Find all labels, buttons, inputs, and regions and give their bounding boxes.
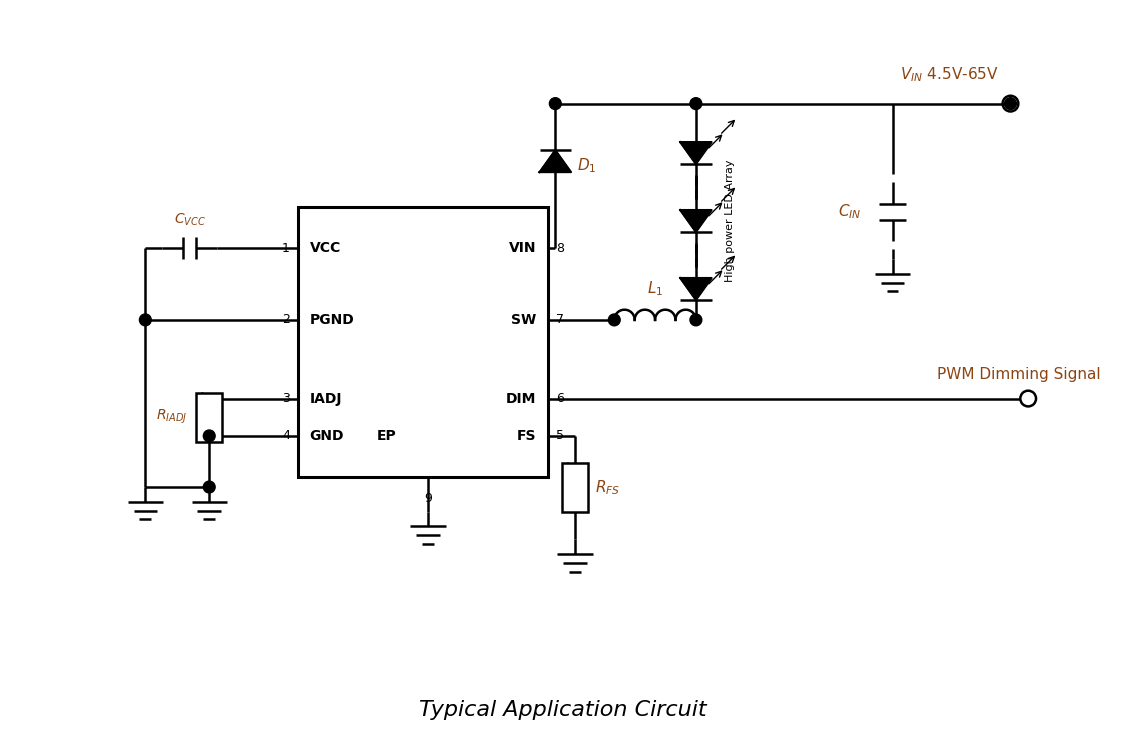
Text: 3: 3 [282,392,290,405]
Bar [196,393,222,442]
Polygon shape [680,142,712,164]
Circle shape [608,314,621,326]
Bar [563,463,588,512]
Text: VCC: VCC [309,241,341,255]
Text: GND: GND [309,429,345,443]
Text: 8: 8 [557,242,565,254]
Circle shape [203,430,216,442]
Text: EP: EP [377,429,396,443]
Circle shape [1004,97,1017,109]
Text: DIM: DIM [507,391,536,405]
Text: $L_1$: $L_1$ [647,280,663,298]
Text: IADJ: IADJ [309,391,342,405]
Text: FS: FS [517,429,536,443]
Polygon shape [540,150,570,172]
Polygon shape [680,278,712,300]
Text: SW: SW [511,313,536,327]
Text: $V_{IN}$ 4.5V-65V: $V_{IN}$ 4.5V-65V [900,65,998,84]
Circle shape [203,481,216,493]
Text: 4: 4 [282,429,290,443]
Circle shape [690,97,702,109]
Text: High power LED Array: High power LED Array [726,160,735,282]
Text: $C_{VCC}$: $C_{VCC}$ [173,212,205,228]
Circle shape [690,314,702,326]
Text: 2: 2 [282,313,290,327]
Circle shape [550,97,561,109]
Bar [298,207,549,477]
Text: 9: 9 [424,493,432,505]
Text: 6: 6 [557,392,564,405]
Text: PWM Dimming Signal: PWM Dimming Signal [937,367,1100,382]
Text: 7: 7 [557,313,565,327]
Text: $D_1$: $D_1$ [577,157,597,176]
Text: $R_{IADJ}$: $R_{IADJ}$ [156,408,187,426]
Text: VIN: VIN [509,241,536,255]
Polygon shape [680,210,712,232]
Text: $R_{FS}$: $R_{FS}$ [594,478,620,497]
Text: PGND: PGND [309,313,354,327]
Text: 1: 1 [282,242,290,254]
Circle shape [139,314,152,326]
Text: $C_{IN}$: $C_{IN}$ [837,202,861,221]
Text: Typical Application Circuit: Typical Application Circuit [420,700,707,720]
Text: 5: 5 [557,429,565,443]
